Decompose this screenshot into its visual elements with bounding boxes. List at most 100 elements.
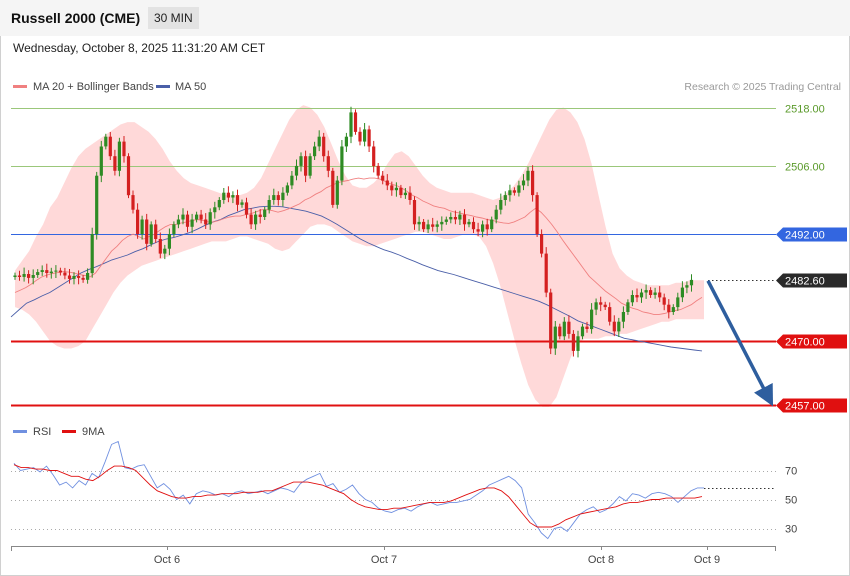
candle-body <box>67 275 72 279</box>
candle-body <box>213 207 217 213</box>
candle-body <box>644 290 648 293</box>
candle-body <box>490 219 494 230</box>
legend-swatch-rsi-ma <box>62 430 76 433</box>
candle-body <box>240 202 244 205</box>
candle-body <box>149 224 153 244</box>
candle-body <box>385 180 389 186</box>
candle-body <box>381 175 385 181</box>
candle-body <box>349 112 353 137</box>
candle-body <box>326 156 330 171</box>
level-label-2506.00: 2506.00 <box>785 162 825 174</box>
candle-body <box>580 326 585 337</box>
candle-body <box>535 195 539 235</box>
candle-body <box>140 219 144 235</box>
candle-body <box>503 195 507 200</box>
time-axis: Oct 6 Oct 7 Oct 8 Oct 9 <box>11 546 776 566</box>
candle-body <box>77 276 81 278</box>
candle-body <box>363 129 367 142</box>
candle-body <box>72 276 76 279</box>
candle-body <box>394 187 398 191</box>
candle-body <box>208 212 212 225</box>
candle-body <box>154 224 158 239</box>
candle-body <box>462 214 467 225</box>
candle-body <box>649 290 653 295</box>
candle-body <box>376 165 380 176</box>
candle-body <box>272 195 276 200</box>
candle-body <box>608 307 612 322</box>
candle-body <box>526 170 530 181</box>
candle-body <box>304 156 308 176</box>
candle-body <box>222 192 226 200</box>
rsi-ma-line <box>13 464 703 528</box>
legend-swatch-ma20 <box>13 85 27 88</box>
time-tick-label: Oct 8 <box>588 554 614 566</box>
candle-body <box>108 136 112 157</box>
candle-body <box>217 200 221 208</box>
candle-body <box>126 156 131 196</box>
candle-body <box>244 202 249 215</box>
candle-body <box>294 165 299 176</box>
candle-body <box>399 187 403 196</box>
candle-body <box>95 175 99 235</box>
candle-body <box>508 190 512 196</box>
candle-body <box>90 234 94 274</box>
candle-body <box>612 321 616 332</box>
level-label-2470.00: 2470.00 <box>785 337 825 349</box>
candle-body <box>308 156 312 176</box>
candle-body <box>122 141 126 157</box>
level-tag-2482.60 <box>776 273 847 288</box>
price-levels <box>11 108 776 407</box>
candle-body <box>553 326 557 349</box>
level-tag-2470.00 <box>776 334 847 349</box>
candle-body <box>585 326 589 329</box>
candle-body <box>444 219 448 222</box>
candle-body <box>449 217 453 220</box>
candle-body <box>131 195 135 210</box>
candle-body <box>235 195 240 205</box>
candle-body <box>104 136 108 147</box>
candle-body <box>181 214 185 220</box>
candle-body <box>471 221 476 230</box>
candle-body <box>521 180 526 186</box>
candle-body <box>403 192 407 196</box>
level-tag-2457.00 <box>776 398 847 413</box>
candle-body <box>617 321 621 332</box>
level-label-2482.60: 2482.60 <box>785 276 825 288</box>
legend-swatch-rsi <box>13 430 27 433</box>
level-tag-2492.00 <box>776 227 847 242</box>
candle-body <box>481 224 485 232</box>
chart-header <box>0 0 850 36</box>
candle-body <box>344 136 348 147</box>
candle-body <box>658 292 662 298</box>
candle-body <box>145 219 149 244</box>
candle-body <box>531 170 535 196</box>
time-tick-label: Oct 9 <box>694 554 720 566</box>
rsi-line <box>13 440 704 540</box>
candle-body <box>331 170 335 205</box>
timeframe-badge[interactable]: 30 MIN <box>148 7 199 29</box>
candle-body <box>422 221 426 230</box>
candle-body <box>190 219 194 227</box>
candle-body <box>22 274 26 277</box>
candle-body <box>594 302 598 310</box>
candle-body <box>680 287 684 298</box>
candle-body <box>290 175 294 186</box>
candle-body <box>390 185 394 191</box>
time-tick-label: Oct 7 <box>371 554 397 566</box>
candle-body <box>99 146 103 176</box>
candle-body <box>467 221 471 225</box>
candle-body <box>249 214 253 225</box>
candle-body <box>263 209 267 217</box>
candle-body <box>267 200 271 210</box>
legend-label-rsi-ma: 9MA <box>82 426 105 438</box>
candle-body <box>231 195 235 198</box>
candle-body <box>571 333 575 351</box>
candle-body <box>576 336 580 351</box>
candle-body <box>626 302 630 312</box>
candle-body <box>13 275 17 277</box>
candle-body <box>81 277 85 280</box>
candle-body <box>258 214 262 217</box>
candle-body <box>639 292 644 298</box>
legend-swatch-ma50 <box>156 85 170 88</box>
